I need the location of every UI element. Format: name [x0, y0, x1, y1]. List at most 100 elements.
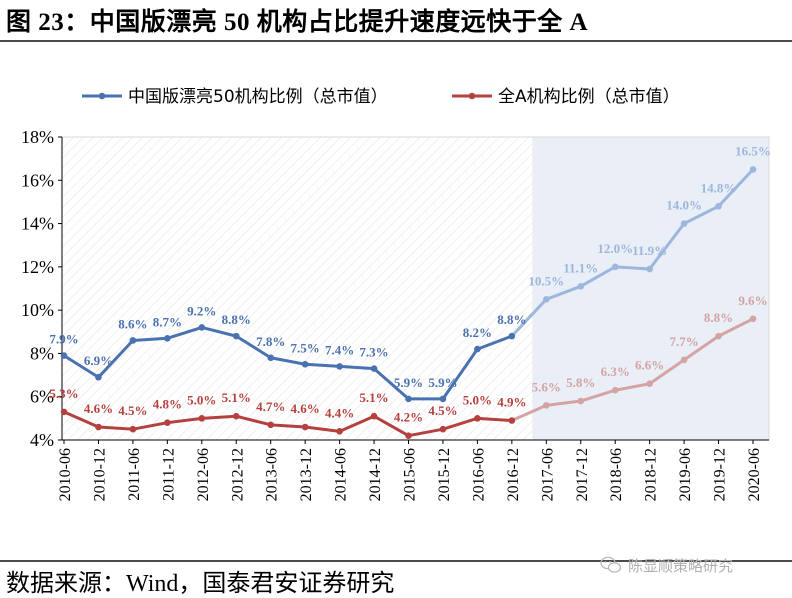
data-point	[474, 345, 481, 353]
y-tick-label: 4%	[30, 430, 54, 450]
data-point	[164, 419, 171, 426]
data-label: 5.9%	[428, 375, 457, 390]
x-tick-label: 2017-06	[539, 448, 556, 501]
x-tick-label: 2018-06	[608, 448, 625, 501]
data-point	[611, 263, 619, 271]
data-label: 11.1%	[563, 260, 598, 275]
x-tick-label: 2010-06	[57, 448, 74, 501]
data-label: 7.5%	[291, 340, 320, 355]
series-segment	[338, 414, 376, 433]
series-segment	[510, 297, 548, 338]
data-point	[577, 283, 585, 290]
data-point	[232, 332, 240, 340]
data-point	[95, 373, 102, 381]
legend: 中国版漂亮50机构比例（总市值） 全A机构比例（总市值）	[82, 87, 680, 107]
data-point	[680, 356, 688, 364]
hatched-region	[62, 137, 533, 440]
series-segment	[510, 403, 548, 423]
data-point	[267, 421, 275, 429]
data-point	[267, 354, 275, 362]
data-point	[301, 423, 309, 431]
data-point	[749, 315, 757, 323]
data-label: 7.4%	[325, 342, 354, 357]
x-tick-label: 2011-12	[160, 448, 177, 501]
series-segment	[269, 423, 307, 429]
y-tick-label: 18%	[21, 127, 54, 147]
x-tick-label: 2013-12	[298, 448, 315, 501]
series-segment	[372, 367, 410, 401]
x-tick-label: 2016-06	[470, 448, 487, 501]
watermark-text: 陈显顺策略研究	[628, 556, 734, 575]
series-segment	[303, 425, 342, 433]
x-tick-label: 2016-12	[505, 448, 522, 501]
series-segment	[303, 362, 342, 368]
data-point	[95, 423, 102, 431]
series-segment	[613, 265, 652, 271]
series-segment	[96, 425, 135, 431]
legend-label: 中国版漂亮50机构比例（总市值）	[128, 87, 388, 107]
data-point	[129, 337, 137, 344]
series-segment	[544, 399, 583, 407]
x-tick-label: 2013-06	[264, 448, 281, 501]
y-tick-label: 10%	[21, 300, 54, 320]
series-segment	[717, 317, 755, 338]
y-tick-label: 8%	[30, 343, 54, 363]
source-note: 数据来源：Wind，国泰君安证券研究	[6, 571, 395, 597]
axes: 4% 6% 8% 10% 12% 14% 16% 18% 2010-06 2010-12 2011-…	[21, 127, 769, 501]
x-tick-label: 2012-12	[229, 448, 246, 501]
series-segment	[372, 414, 410, 438]
data-point	[611, 386, 619, 394]
y-tick-label: 16%	[21, 170, 54, 190]
data-label: 4.4%	[325, 405, 354, 420]
data-label: 5.3%	[49, 386, 78, 401]
series-segment	[200, 414, 238, 420]
data-point	[508, 417, 516, 424]
series-0: 7.9% 6.9% 8.6% 8.7% 9.2% 8.8% 7.8% 7.5% 7.4% 7.3%…	[49, 143, 771, 403]
data-point	[60, 408, 68, 416]
data-point	[370, 365, 378, 372]
x-tick-label: 2019-06	[677, 448, 694, 501]
data-label: 9.2%	[187, 303, 216, 318]
series-segment	[269, 356, 307, 366]
data-point	[715, 332, 722, 340]
data-label: 8.2%	[463, 325, 492, 340]
data-point	[405, 395, 412, 403]
legend-swatch-marker	[98, 92, 106, 100]
series-segment	[165, 416, 204, 425]
data-point	[543, 402, 550, 409]
data-point	[749, 166, 757, 173]
data-label: 4.6%	[291, 401, 320, 416]
plot-background	[61, 136, 770, 441]
data-point	[164, 334, 171, 342]
data-label: 6.6%	[635, 358, 664, 373]
x-tick-label: 2012-06	[195, 448, 212, 501]
data-label: 7.8%	[256, 334, 285, 349]
data-label: 4.7%	[256, 399, 285, 414]
x-tick-label: 2019-12	[712, 448, 729, 501]
data-point	[715, 202, 722, 210]
x-tick-label: 2018-12	[643, 448, 660, 501]
data-point	[198, 415, 206, 422]
data-label: 8.8%	[497, 312, 526, 327]
data-label: 8.6%	[118, 316, 147, 331]
series-segment	[165, 325, 204, 340]
series-1: 5.3% 4.6% 4.5% 4.8% 5.0% 5.1% 4.7% 4.6% 4.4% 5.1%…	[49, 293, 768, 439]
y-tick-label: 14%	[21, 214, 54, 234]
series-segment	[475, 416, 514, 423]
series-segment	[234, 414, 273, 427]
data-label: 14.8%	[701, 180, 737, 195]
data-label: 4.5%	[118, 403, 147, 418]
x-tick-label: 2010-12	[91, 448, 108, 501]
data-label: 5.8%	[566, 375, 595, 390]
data-label: 9.6%	[738, 293, 767, 308]
series-segment	[682, 204, 721, 226]
series-segment	[648, 358, 686, 386]
data-label: 8.8%	[704, 310, 733, 325]
series-segment	[234, 334, 273, 360]
data-point	[336, 363, 343, 370]
data-label: 5.0%	[187, 392, 216, 407]
series-segment	[131, 421, 169, 431]
data-point	[336, 428, 343, 435]
series-layer: 7.9% 6.9% 8.6% 8.7% 9.2% 8.8% 7.8% 7.5% 7.4% 7.3%…	[49, 143, 771, 439]
data-point	[129, 425, 137, 433]
